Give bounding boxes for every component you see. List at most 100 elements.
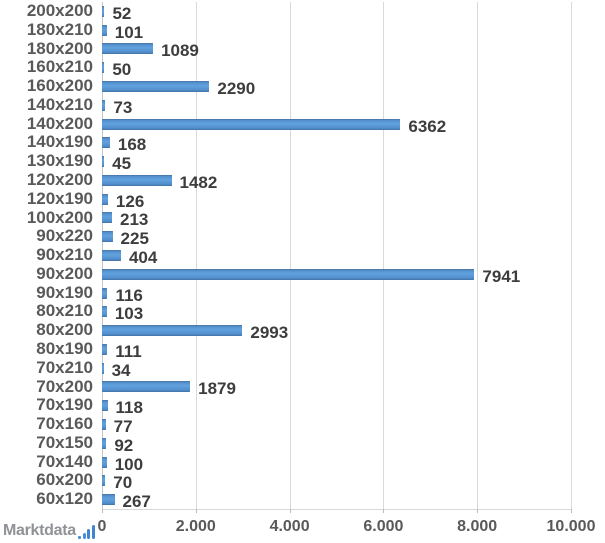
bar <box>102 24 107 36</box>
x-axis-line <box>102 509 572 510</box>
bar <box>102 306 107 318</box>
category-label: 140x200 <box>26 113 93 133</box>
marktdata-logo: Marktdata <box>3 520 96 539</box>
category-label: 70x150 <box>36 432 93 452</box>
bar <box>102 250 121 261</box>
bar <box>102 362 104 374</box>
category-label: 180x210 <box>26 19 93 39</box>
bar <box>102 456 107 468</box>
value-label: 52 <box>112 3 132 23</box>
value-label: 45 <box>112 154 132 174</box>
bar <box>102 137 110 149</box>
gridline <box>477 2 479 509</box>
value-label: 1879 <box>198 379 236 399</box>
value-label: 118 <box>115 398 143 418</box>
value-label: 34 <box>111 360 131 380</box>
value-label: 101 <box>114 22 144 42</box>
bar <box>102 43 154 55</box>
bar <box>102 174 172 186</box>
category-label: 90x210 <box>36 245 93 265</box>
value-label: 225 <box>120 229 149 249</box>
x-axis-tick-label: 8.000 <box>457 518 498 535</box>
gridline <box>383 2 385 509</box>
bar <box>102 231 113 243</box>
value-label: 7941 <box>482 266 521 286</box>
bar <box>102 193 108 205</box>
value-label: 103 <box>114 304 144 324</box>
value-label: 267 <box>122 492 151 512</box>
axis-tick <box>195 509 197 513</box>
category-label: 200x200 <box>26 1 93 20</box>
bar <box>102 212 112 224</box>
gridline <box>195 2 197 509</box>
category-label: 80x200 <box>36 320 93 340</box>
value-label: 73 <box>113 97 133 117</box>
category-label: 90x220 <box>36 226 93 246</box>
bar <box>102 475 106 487</box>
gridline <box>289 2 291 509</box>
value-label: 92 <box>114 435 134 455</box>
bar <box>102 287 108 299</box>
bar <box>102 5 105 17</box>
x-axis-tick-label: 10.000 <box>546 518 596 535</box>
value-label: 213 <box>119 210 149 230</box>
bar <box>102 494 115 506</box>
axis-tick <box>383 509 385 513</box>
value-label: 126 <box>115 191 145 211</box>
value-label: 1482 <box>179 172 218 192</box>
category-label: 100x200 <box>26 207 93 227</box>
category-axis: 200x200 180x210 180x200 160x210 160x200 140x2… <box>0 1 93 509</box>
category-label: 70x160 <box>36 414 93 434</box>
category-label: 70x200 <box>36 376 93 396</box>
value-label: 77 <box>113 417 133 436</box>
axis-tick <box>289 509 291 513</box>
category-label: 70x190 <box>36 395 93 415</box>
bar <box>102 156 105 168</box>
gridline <box>571 2 572 509</box>
category-label: 70x210 <box>36 357 93 377</box>
bar <box>102 419 106 430</box>
category-label: 140x190 <box>26 132 93 152</box>
bar <box>102 400 108 412</box>
value-label: 116 <box>115 285 143 305</box>
bar <box>102 118 401 130</box>
x-axis-tick-label: 0 <box>97 518 107 535</box>
axis-tick <box>571 509 572 513</box>
logo-dot <box>77 536 81 539</box>
category-label: 80x190 <box>36 339 93 358</box>
value-label: 404 <box>128 248 158 267</box>
category-label: 130x190 <box>26 151 93 171</box>
bar <box>102 325 243 337</box>
category-label: 60x120 <box>36 489 93 509</box>
category-label: 70x140 <box>36 451 93 471</box>
bar <box>102 268 475 280</box>
category-label: 60x200 <box>36 470 93 490</box>
bar <box>102 437 107 449</box>
bar <box>102 343 108 355</box>
x-axis-tick-label: 6.000 <box>363 518 404 535</box>
x-axis-tick-label: 4.000 <box>269 518 310 535</box>
category-label: 80x210 <box>36 301 93 321</box>
logo-text: Marktdata <box>3 522 76 539</box>
plot-area: 52 101 1089 50 2290 73 6362 168 45 1482 126 213 225 4… <box>102 2 572 512</box>
logo-bar-small <box>82 533 86 539</box>
category-label: 140x210 <box>26 94 93 114</box>
value-label: 111 <box>115 341 142 361</box>
category-label: 160x210 <box>26 57 93 77</box>
category-label: 120x190 <box>26 188 93 208</box>
value-label: 2290 <box>217 79 256 98</box>
value-label: 2993 <box>250 323 289 343</box>
category-label: 90x190 <box>36 282 93 302</box>
bar <box>102 81 210 92</box>
value-label: 50 <box>112 60 132 80</box>
bar <box>102 99 106 111</box>
category-label: 90x200 <box>36 263 93 283</box>
value-label: 6362 <box>408 116 447 136</box>
value-label: 1089 <box>161 41 199 61</box>
value-label: 100 <box>114 454 144 474</box>
bar <box>102 381 191 393</box>
axis-tick <box>102 509 103 513</box>
x-axis-tick-label: 2.000 <box>175 518 216 535</box>
axis-tick <box>477 509 479 513</box>
